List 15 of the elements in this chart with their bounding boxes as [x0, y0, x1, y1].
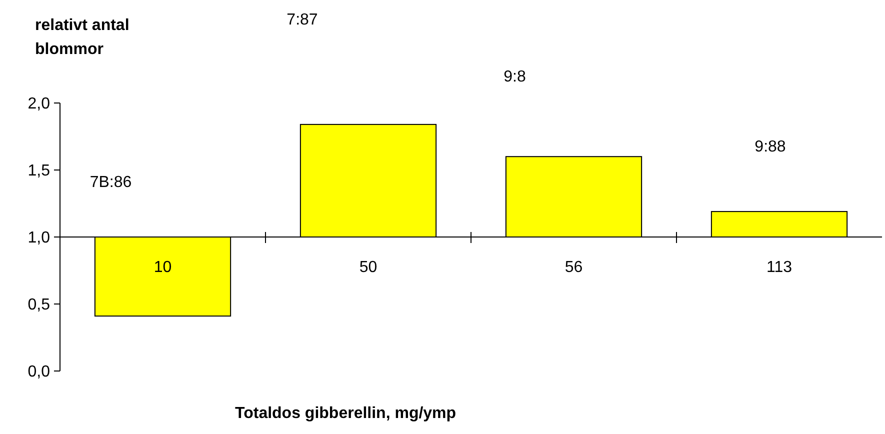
- y-tick-label: 0,0: [28, 364, 50, 381]
- x-tick-label: 50: [359, 259, 378, 276]
- text: 9:8: [504, 68, 526, 86]
- x-tick-label: 56: [564, 259, 583, 276]
- text: 7:87: [286, 11, 318, 28]
- x-axis-title: Totaldos gibberellin, mg/ymp: [235, 405, 456, 422]
- x-tick-label: 113: [766, 259, 792, 276]
- y-tick-label: 1,0: [28, 230, 50, 247]
- y-tick-label: 1,5: [28, 162, 50, 180]
- annotation: 9:88: [754, 138, 786, 156]
- y-tick-label: 2,0: [28, 96, 50, 113]
- x-tick-label: 10: [154, 259, 172, 276]
- y-tick-label: 0,5: [28, 296, 50, 314]
- y-axis-title: relativt antal blommor: [35, 17, 130, 58]
- annotation: 7B:86: [90, 174, 132, 191]
